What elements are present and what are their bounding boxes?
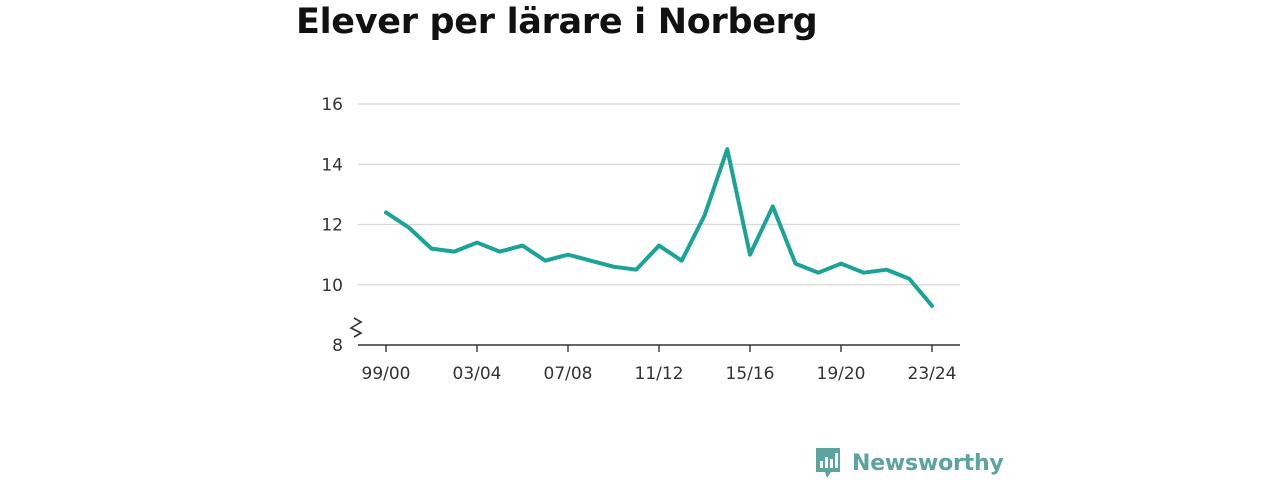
y-tick-label: 14 xyxy=(321,155,343,175)
x-tick-label: 07/08 xyxy=(544,364,593,384)
series-group xyxy=(384,147,934,308)
x-axis xyxy=(358,344,960,352)
grid-lines xyxy=(358,103,960,286)
x-tick-label: 23/24 xyxy=(908,364,957,384)
y-axis-tick-labels: 8 10 12 14 16 xyxy=(321,95,343,356)
y-tick-label: 16 xyxy=(321,95,343,115)
newsworthy-logo-icon xyxy=(816,448,840,478)
chart-title: Elever per lärare i Norberg xyxy=(296,2,818,42)
x-axis-tick-labels: 99/00 03/04 07/08 11/12 15/16 19/20 23/24 xyxy=(362,364,957,384)
newsworthy-logo: Newsworthy xyxy=(814,446,1004,480)
axis-break-icon xyxy=(349,317,363,338)
x-tick-label: 19/20 xyxy=(817,364,866,384)
x-tick-label: 11/12 xyxy=(635,364,684,384)
y-tick-label: 10 xyxy=(321,276,343,296)
brand-name: Newsworthy xyxy=(852,450,1004,476)
x-tick-label: 15/16 xyxy=(726,364,775,384)
series-line xyxy=(384,147,934,308)
y-tick-label: 12 xyxy=(321,216,343,236)
y-tick-label: 8 xyxy=(332,336,343,356)
x-tick-label: 99/00 xyxy=(362,364,411,384)
x-tick-label: 03/04 xyxy=(453,364,502,384)
